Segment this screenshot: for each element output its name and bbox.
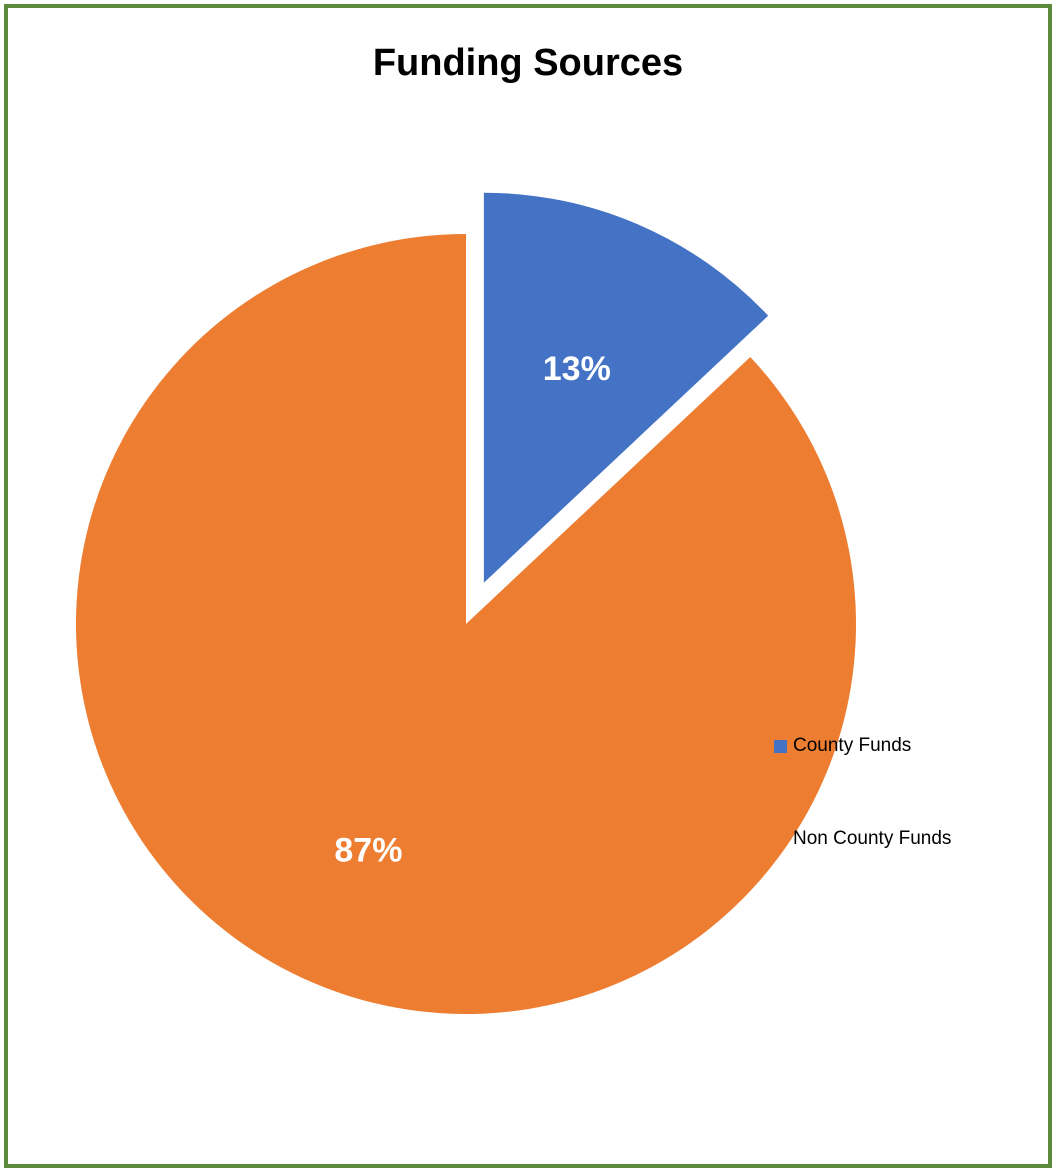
data-label-county-funds: 13% [543,350,611,388]
data-label-non-county-funds: 87% [334,831,402,869]
legend-swatch [774,739,787,753]
pie-slice-non-county-funds[interactable] [76,234,857,1014]
legend-label: Non County Funds [793,828,952,849]
legend-item-county-funds[interactable]: County Funds [774,735,911,757]
legend-item-non-county-funds[interactable]: Non County Funds [774,828,951,850]
pie-slice-county-funds[interactable] [483,192,769,583]
chart-frame: Funding Sources 13% 87% County Funds Non… [4,4,1052,1168]
legend-swatch [774,832,787,846]
pie-chart: 13% 87% [76,192,857,1014]
chart-title: Funding Sources [372,42,684,84]
legend-label: County Funds [793,735,912,756]
